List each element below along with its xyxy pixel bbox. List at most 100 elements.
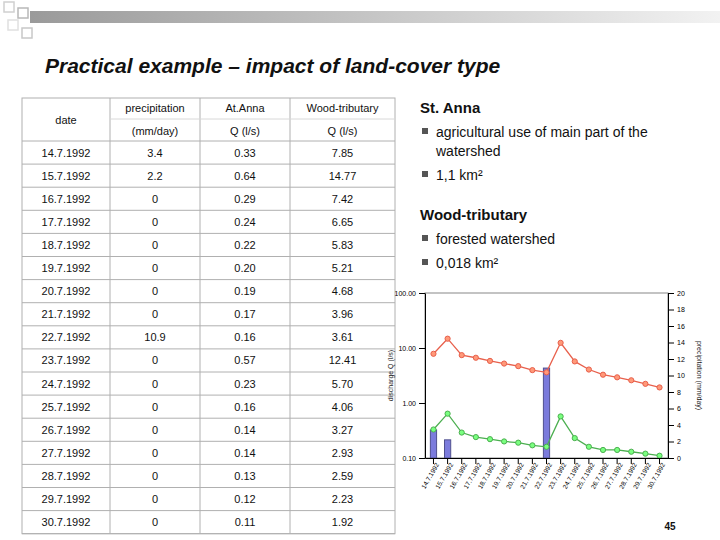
bar [515,458,521,459]
marker [502,361,507,366]
table-cell: 4.06 [332,401,353,413]
table-cell: 2.23 [332,493,353,505]
y-tick-mark [419,293,425,294]
y2-tick: 4 [668,422,681,429]
bar [459,458,465,459]
table-header: Q (l/s) [328,125,358,137]
page-number: 45 [664,521,676,532]
table-cell: 3.4 [147,147,162,159]
table-cell: 12.41 [329,354,357,366]
marker [544,370,549,375]
notes: St. Annaagricultural use of main part of… [420,99,648,271]
marker [615,375,620,380]
plot-marks [430,336,662,458]
marker [544,444,549,449]
table-row-line [110,119,395,120]
table-row-line [22,279,395,280]
table-cell: 5.70 [332,378,353,390]
bar [600,458,606,459]
table-cell: 19.7.1992 [42,262,91,274]
note-bullet: 0,018 km² [436,255,499,271]
table-cell: 0 [152,354,158,366]
y2-tick-mark [668,310,674,311]
table-cell: 5.21 [332,262,353,274]
y2-tick: 0 [668,455,681,462]
table-row-line [22,464,395,465]
table-cell: 27.7.1992 [42,447,91,459]
table-col-line [110,98,111,534]
table-cell: 2.59 [332,470,353,482]
marker [643,381,648,386]
y2-tick-label: 20 [677,290,685,297]
y2-tick-mark [668,359,674,360]
y-tick-label: 0.10 [402,455,416,462]
table-row-line [22,325,395,326]
note-heading: St. Anna [420,99,481,116]
y2-tick-label: 12 [677,356,685,363]
deco-square [22,28,32,38]
marker [643,451,648,456]
y2-tick-label: 16 [677,323,685,330]
y2-tick: 18 [668,306,685,313]
bar [614,458,620,459]
table-cell: 22.7.1992 [42,331,91,343]
bullet-marker [422,171,428,177]
y2-tick-mark [668,392,674,393]
y-tick-label: 10.00 [398,345,416,352]
y-tick: 1.00 [402,400,425,407]
table-cell: 0.20 [234,262,255,274]
marker [473,434,478,439]
table-cell: 17.7.1992 [42,216,91,228]
y2-tick-label: 14 [677,339,685,346]
table-cell: 0 [152,516,158,528]
table-cell: 18.7.1992 [42,239,91,251]
table-cell: 0 [152,424,158,436]
table-row-line [22,164,395,165]
table-row-line [22,395,395,396]
y2-tick-mark [668,442,674,443]
y2-tick: 10 [668,372,685,379]
note-bullet: forested watershed [436,231,555,247]
plot-frame [425,293,668,458]
marker [473,355,478,360]
x-tick: 30.7.1992 [646,458,667,490]
bar [558,458,564,459]
table-row-line [22,233,395,234]
table-cell: 15.7.1992 [42,170,91,182]
table-cell: 24.7.1992 [42,378,91,390]
marker [459,430,464,435]
bar [642,458,648,459]
bar [628,458,634,459]
table-cell: 0.17 [234,308,255,320]
table-cell: 0.13 [234,470,255,482]
marker [431,351,436,356]
y2-tick-label: 8 [677,389,681,396]
table-row-line [22,210,395,211]
bar [586,458,592,459]
table-cell: 5.83 [332,239,353,251]
table-header: At.Anna [225,102,265,114]
bar [572,458,578,459]
bullet-marker [422,235,428,241]
table: dateprecipitation(mm/day)At.AnnaQ (l/s)W… [22,98,395,534]
y-tick: 10.00 [398,345,425,352]
y-tick-mark [419,348,425,349]
marker [586,367,591,372]
table-cell: 14.77 [329,170,357,182]
marker [487,358,492,363]
table-cell: 25.7.1992 [42,401,91,413]
bar [444,440,450,458]
table-cell: 0.24 [234,216,255,228]
table-cell: 10.9 [144,331,165,343]
marker [502,439,507,444]
table-row-line [22,487,395,488]
table-cell: 0.16 [234,401,255,413]
table-row-line [22,348,395,349]
y2-tick-mark [668,376,674,377]
table-cell: 0 [152,493,158,505]
y2-tick: 16 [668,323,685,330]
y2-tick-label: 4 [677,422,681,429]
y-axis-line [425,294,426,459]
table-cell: 2.93 [332,447,353,459]
marker [629,449,634,454]
